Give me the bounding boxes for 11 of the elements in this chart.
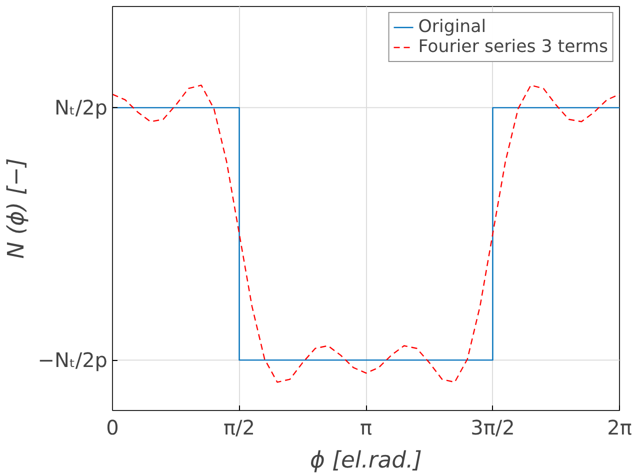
x-tick-label: π/2 <box>224 416 256 440</box>
x-tick-label: 2π <box>607 416 632 440</box>
x-tick-label: 3π/2 <box>470 416 515 440</box>
legend-label: Original <box>418 17 486 37</box>
y-axis-title: N (ϕ) [−] <box>4 158 30 259</box>
ref-line-label: Nₜ/2p <box>54 96 108 120</box>
ref-line-label: −Nₜ/2p <box>38 348 108 372</box>
legend-label: Fourier series 3 terms <box>418 37 608 57</box>
x-tick-label: π <box>360 416 372 440</box>
x-tick-label: 0 <box>106 416 119 440</box>
x-axis-title: ϕ [el.rad.] <box>310 448 422 474</box>
